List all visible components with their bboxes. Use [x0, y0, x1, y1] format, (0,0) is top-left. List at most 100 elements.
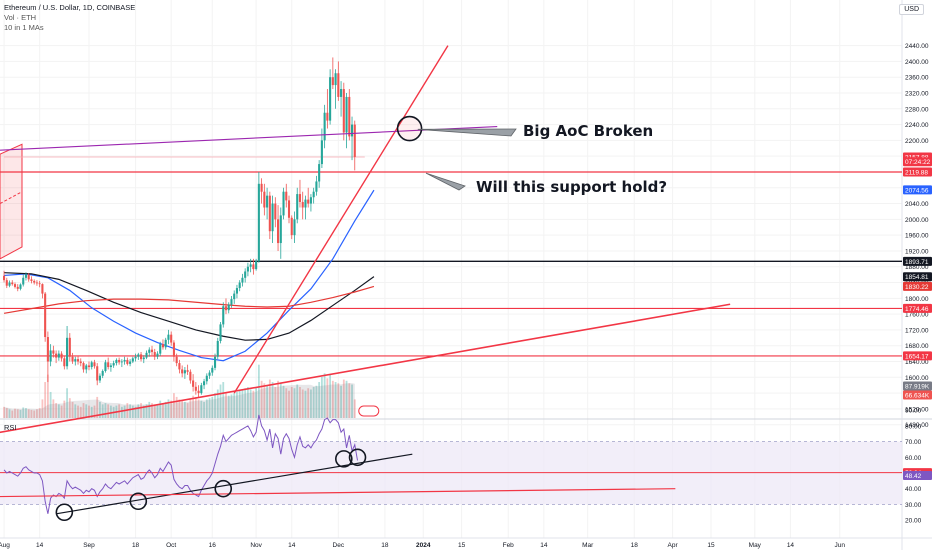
- volume-bar: [192, 395, 195, 418]
- annotation-support-question: Will this support hold?: [476, 178, 668, 196]
- time-tick-label: 14: [288, 542, 296, 549]
- candle-body: [326, 112, 329, 121]
- candle-body: [309, 197, 312, 204]
- volume-bar: [238, 390, 241, 418]
- price-tick-label: 2360.00: [905, 75, 929, 82]
- rsi-legend[interactable]: RSI: [4, 423, 17, 432]
- candle-body: [140, 354, 143, 360]
- price-badge-bg: [903, 351, 932, 361]
- price-tick-label: 2280.00: [905, 106, 929, 113]
- volume-badge-bg: [903, 381, 932, 391]
- price-tick-label: 1960.00: [905, 233, 929, 240]
- candle-body: [153, 352, 156, 357]
- volume-flag: [358, 405, 380, 417]
- volume-bar: [260, 380, 263, 418]
- volume-bar: [299, 387, 301, 418]
- volume-bar: [293, 388, 296, 418]
- candle-body: [285, 191, 288, 201]
- candle-body: [159, 344, 162, 354]
- candle-body: [148, 349, 151, 353]
- volume-bar: [52, 399, 55, 418]
- time-axis[interactable]: Aug 14 Sep 18 Oct 16 Nov 14 Dec 18 2024 15 Feb 14 Mar 1…: [0, 542, 845, 549]
- candle-body: [120, 361, 123, 363]
- volume-bar: [49, 391, 52, 418]
- candle-body: [282, 191, 285, 216]
- candle-body: [205, 375, 208, 382]
- rsi-touch-circle: [335, 450, 353, 468]
- currency-selector[interactable]: USD: [899, 4, 924, 15]
- candle-body: [109, 365, 112, 368]
- candle-body: [241, 277, 244, 283]
- price-badge: 2119.88: [905, 170, 928, 177]
- time-tick-label: 18: [132, 542, 140, 549]
- arrow-to-support: [425, 172, 466, 191]
- candle-body: [213, 356, 217, 368]
- volume-bar: [22, 407, 25, 418]
- price-badge-bg: [903, 185, 932, 195]
- volume-bar: [167, 399, 170, 418]
- symbol-title[interactable]: Ethereum / U.S. Dollar, 1D, COINBASE: [4, 3, 136, 12]
- time-tick-label: 14: [36, 542, 44, 549]
- price-tick-label: 1480.00: [905, 422, 929, 429]
- volume-bar: [153, 404, 156, 418]
- candle-body: [304, 199, 307, 208]
- volume-badge: 87.919K: [905, 384, 930, 391]
- ma-legend[interactable]: 10 in 1 MAs: [4, 23, 44, 32]
- volume-bar: [46, 374, 49, 418]
- volume-bar: [66, 388, 68, 418]
- volume-bar: [296, 384, 299, 418]
- candle-body: [123, 359, 126, 362]
- price-tick-label: 1600.00: [905, 375, 929, 382]
- price-badge-bg: [903, 303, 932, 313]
- moving-average-line: [4, 189, 375, 362]
- rsi-tick-label: 60.00: [905, 455, 922, 462]
- volume-bar: [274, 387, 277, 418]
- candle-body: [156, 353, 159, 357]
- rsi-touch-circle: [348, 448, 367, 467]
- candle-body: [233, 293, 236, 300]
- volume-bar: [55, 403, 58, 418]
- price-tick-label: 1680.00: [905, 343, 929, 350]
- volume-bar: [142, 405, 145, 418]
- candle-body: [266, 195, 269, 208]
- candle-body: [5, 280, 8, 286]
- time-tick-label: Nov: [250, 542, 262, 549]
- candle-body: [277, 219, 280, 244]
- rsi-red-trendline: [0, 488, 676, 498]
- horizontal-levels[interactable]: [0, 156, 902, 357]
- candle-body: [24, 274, 28, 278]
- candle-body: [197, 390, 200, 394]
- rsi-line: [3, 414, 359, 514]
- time-tick-label: 14: [540, 542, 548, 549]
- volume-bar: [93, 405, 96, 418]
- volume-bar: [3, 406, 5, 418]
- time-tick-label: Dec: [333, 542, 345, 549]
- candle-body: [93, 362, 96, 367]
- volume-legend[interactable]: Vol · ETH: [4, 13, 37, 22]
- volume-bar: [85, 404, 88, 418]
- volume-bar: [178, 399, 181, 418]
- candle-body: [183, 370, 186, 374]
- volume-bar: [71, 401, 74, 418]
- volume-bar: [233, 393, 236, 418]
- candle-body: [320, 140, 323, 165]
- trendlines[interactable]: [0, 45, 731, 434]
- time-tick-label: 15: [458, 542, 466, 549]
- time-tick-label: Aug: [0, 542, 10, 549]
- candle-body: [203, 381, 206, 386]
- candle-body: [315, 181, 318, 192]
- candle-body: [142, 357, 145, 360]
- volume-bar: [151, 403, 153, 418]
- volume-bar: [205, 399, 208, 418]
- candle-body: [331, 77, 334, 86]
- candlesticks: [3, 57, 356, 398]
- price-tick-label: 1720.00: [905, 327, 929, 334]
- candle-body: [172, 342, 175, 357]
- candle-body: [8, 282, 11, 286]
- volume-bar: [159, 400, 162, 418]
- volume-bar: [252, 390, 255, 418]
- volume-bar: [104, 403, 107, 418]
- candle-body: [57, 353, 60, 358]
- price-badges: 2157.8807:24:222119.882074.561893.711854…: [903, 152, 932, 480]
